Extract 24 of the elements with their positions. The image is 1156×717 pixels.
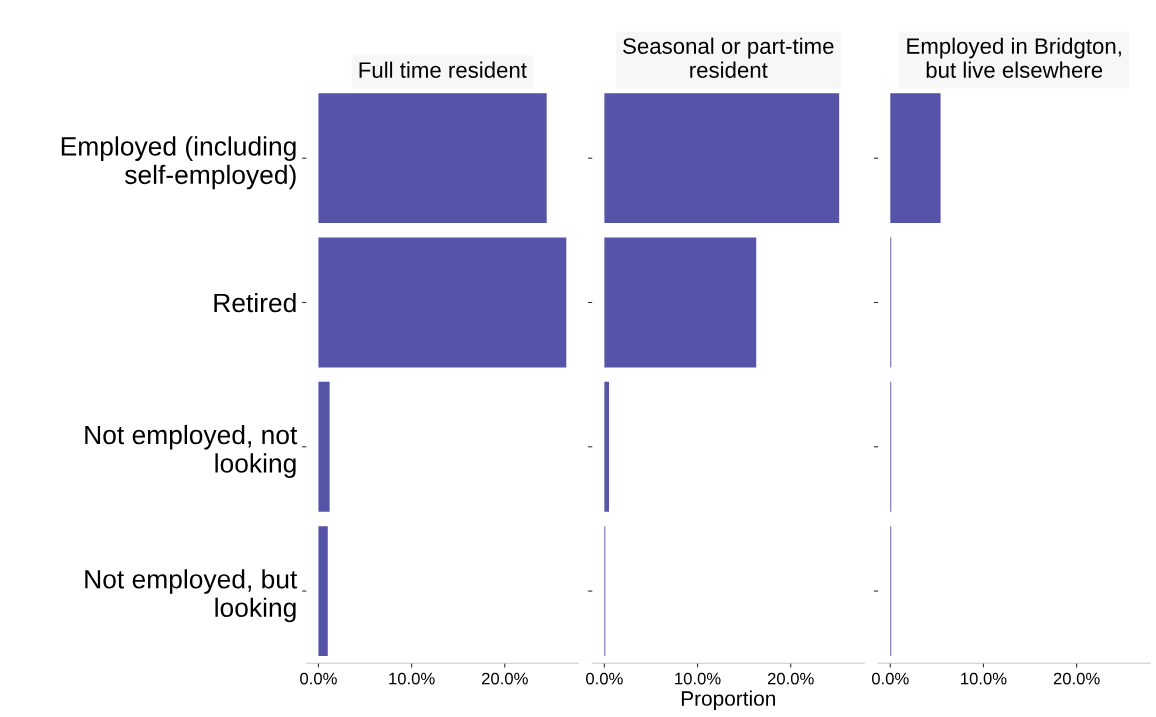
- x-tick-label: 0.0%: [300, 672, 337, 685]
- x-tick-label: 10.0%: [675, 672, 721, 685]
- x-tick-label: 0.0%: [871, 672, 909, 685]
- y-tick-label: Not employed, not looking: [85, 424, 298, 478]
- x-tick-label: 20.0%: [481, 672, 528, 685]
- bar: [604, 93, 840, 224]
- bar: [604, 381, 610, 512]
- y-tick-label: Employed (including self-employed): [61, 136, 296, 190]
- x-tick-label: 10.0%: [961, 672, 1007, 685]
- bar: [318, 237, 567, 368]
- bar: [318, 381, 330, 512]
- x-tick-label: 0.0%: [586, 672, 623, 685]
- bar: [318, 93, 547, 224]
- x-tick-label: 20.0%: [767, 672, 814, 685]
- chart-title: Seasonal or part-time resident: [623, 37, 834, 78]
- x-tick-label: 20.0%: [1053, 672, 1100, 685]
- y-tick-label: Not employed, but looking: [85, 569, 298, 623]
- x-axis-title: Proportion: [681, 690, 775, 710]
- chart-title: Full time resident: [359, 61, 527, 78]
- bar: [604, 237, 757, 368]
- y-tick-label: Retired: [214, 292, 296, 313]
- chart-title: Employed in Bridgton, but live elsewhere: [907, 37, 1121, 78]
- bar: [318, 526, 328, 657]
- x-tick-label: 10.0%: [389, 672, 435, 685]
